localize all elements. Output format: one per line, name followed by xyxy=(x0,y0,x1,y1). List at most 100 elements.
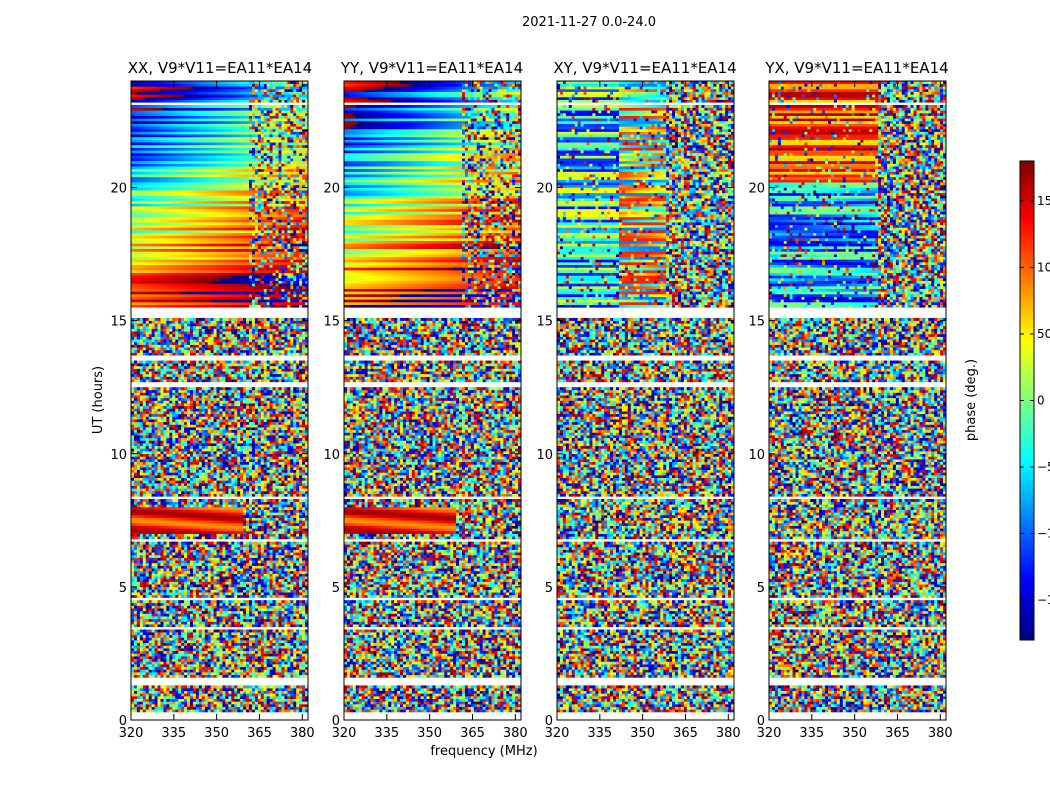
heatmap-cell xyxy=(152,648,155,651)
heatmap-cell xyxy=(293,685,296,688)
heatmap-cell xyxy=(261,707,264,710)
heatmap-cell xyxy=(290,669,293,672)
heatmap-cell xyxy=(243,701,246,704)
heatmap-cell xyxy=(175,685,178,688)
heatmap-cell xyxy=(146,587,149,590)
heatmap-cell xyxy=(264,645,267,648)
heatmap-cell xyxy=(155,621,158,624)
heatmap-cell xyxy=(166,611,169,614)
heatmap-cell xyxy=(287,709,290,712)
heatmap-cell xyxy=(261,587,264,590)
heatmap-cell xyxy=(149,709,152,712)
heatmap-cell xyxy=(299,587,302,590)
heatmap-cell xyxy=(246,701,249,704)
heatmap-cell xyxy=(214,691,217,694)
heatmap-cell xyxy=(240,704,243,707)
heatmap-cell xyxy=(158,693,161,696)
heatmap-cell xyxy=(261,693,264,696)
heatmap-cell xyxy=(302,590,305,593)
heatmap-cell xyxy=(178,651,181,654)
heatmap-cell xyxy=(199,603,202,606)
heatmap-cell xyxy=(302,603,305,606)
heatmap-cell xyxy=(169,648,172,651)
heatmap-cell xyxy=(302,624,305,627)
heatmap-cell xyxy=(284,672,287,675)
heatmap-cell xyxy=(225,709,228,712)
heatmap-cell xyxy=(261,696,264,699)
heatmap-cell xyxy=(273,590,276,593)
heatmap-cell xyxy=(225,640,228,643)
heatmap-cell xyxy=(225,669,228,672)
heatmap-cell xyxy=(261,624,264,627)
heatmap-cell xyxy=(231,637,234,640)
heatmap-cell xyxy=(240,661,243,664)
heatmap-cell xyxy=(222,637,225,640)
heatmap-cell xyxy=(220,614,223,617)
heatmap-cell xyxy=(264,648,267,651)
heatmap-cell xyxy=(146,592,149,595)
heatmap-cell xyxy=(290,637,293,640)
heatmap-cell xyxy=(264,595,267,598)
heatmap-cell xyxy=(273,592,276,595)
heatmap-cell xyxy=(208,643,211,646)
heatmap-cell xyxy=(255,608,258,611)
heatmap-cell xyxy=(234,595,237,598)
heatmap-cell xyxy=(146,675,149,678)
heatmap-cell xyxy=(140,624,143,627)
heatmap-cell xyxy=(302,619,305,622)
heatmap-cell xyxy=(234,688,237,691)
heatmap-cell xyxy=(299,606,302,609)
heatmap-cell xyxy=(225,656,228,659)
heatmap-cell xyxy=(240,707,243,710)
heatmap-cell xyxy=(249,616,252,619)
heatmap-cell xyxy=(234,709,237,712)
heatmap-cell xyxy=(152,592,155,595)
heatmap-cell xyxy=(175,648,178,651)
heatmap-cell xyxy=(178,584,181,587)
heatmap-cell xyxy=(193,616,196,619)
heatmap-cell xyxy=(202,637,205,640)
heatmap-cell xyxy=(158,675,161,678)
heatmap-cell xyxy=(169,637,172,640)
heatmap-cell xyxy=(187,672,190,675)
heatmap-cell xyxy=(237,648,240,651)
heatmap-cell xyxy=(175,600,178,603)
heatmap-cell xyxy=(190,651,193,654)
heatmap-cell xyxy=(231,707,234,710)
heatmap-cell xyxy=(190,699,193,702)
heatmap-cell xyxy=(273,595,276,598)
heatmap-cell xyxy=(211,619,214,622)
heatmap-cell xyxy=(161,640,164,643)
heatmap-cell xyxy=(166,643,169,646)
heatmap-cell xyxy=(163,656,166,659)
heatmap-cell xyxy=(137,643,140,646)
heatmap-cell xyxy=(158,685,161,688)
heatmap-cell xyxy=(217,709,220,712)
heatmap-cell xyxy=(279,691,282,694)
heatmap-cell xyxy=(246,637,249,640)
heatmap-cell xyxy=(270,661,273,664)
heatmap-cell xyxy=(264,592,267,595)
heatmap-cell xyxy=(217,608,220,611)
heatmap-cell xyxy=(187,661,190,664)
heatmap-cell xyxy=(279,696,282,699)
heatmap-cell xyxy=(246,645,249,648)
heatmap-cell xyxy=(225,635,228,638)
heatmap-cell xyxy=(284,707,287,710)
heatmap-cell xyxy=(137,699,140,702)
heatmap-cell xyxy=(287,592,290,595)
heatmap-cell xyxy=(267,619,270,622)
heatmap-cell xyxy=(175,701,178,704)
heatmap-cell xyxy=(178,675,181,678)
heatmap-cell xyxy=(178,685,181,688)
heatmap-cell xyxy=(205,651,208,654)
heatmap-cell xyxy=(146,606,149,609)
heatmap-cell xyxy=(237,621,240,624)
heatmap-cell xyxy=(137,693,140,696)
heatmap-cell xyxy=(152,614,155,617)
heatmap-cell xyxy=(199,653,202,656)
heatmap-cell xyxy=(231,645,234,648)
heatmap-cell xyxy=(155,584,158,587)
heatmap-cell xyxy=(137,624,140,627)
panel-title: XX, V9*V11=EA11*EA14 xyxy=(128,59,312,77)
